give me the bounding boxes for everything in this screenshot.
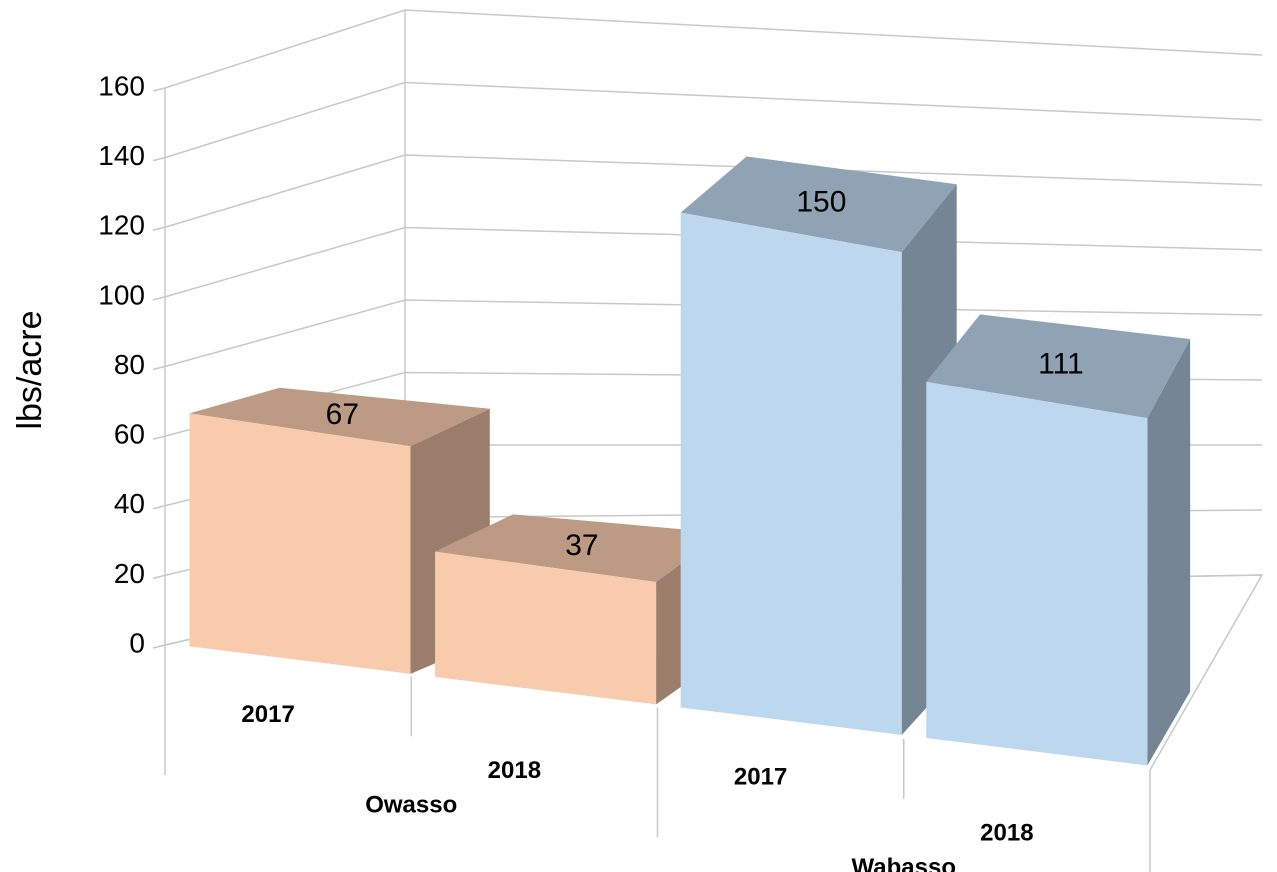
grid-line xyxy=(152,81,1263,162)
bar xyxy=(680,156,957,735)
bar-front xyxy=(189,413,411,674)
bar-top xyxy=(926,314,1191,419)
x-tick-label: 2018 xyxy=(980,820,1033,847)
grid-line xyxy=(152,9,1263,92)
x-tick-label: 2017 xyxy=(241,701,294,728)
bar-front xyxy=(926,381,1148,766)
group-label: Owasso xyxy=(365,792,457,819)
y-axis-label: lbs/acre xyxy=(11,310,49,429)
bar-front xyxy=(680,212,902,735)
bar xyxy=(926,314,1191,766)
x-tick-label: 2017 xyxy=(734,763,787,790)
y-tick-label: 0 xyxy=(129,627,145,658)
x-tick-label: 2018 xyxy=(488,757,541,784)
value-label: 67 xyxy=(326,398,359,431)
bar-front xyxy=(435,551,657,705)
bar-top xyxy=(435,514,724,583)
value-label: 37 xyxy=(565,529,598,562)
bar-top xyxy=(189,387,490,447)
value-label: 150 xyxy=(796,185,846,218)
group-label: Wabasso xyxy=(852,854,956,872)
y-tick-label: 160 xyxy=(98,70,145,101)
bar-top xyxy=(680,156,957,253)
y-tick-label: 140 xyxy=(98,140,145,171)
y-tick-label: 20 xyxy=(114,558,145,589)
y-tick-label: 120 xyxy=(98,210,145,241)
y-tick-label: 40 xyxy=(114,488,145,519)
value-label: 111 xyxy=(1038,347,1084,380)
bar-side xyxy=(1147,339,1191,766)
y-tick-label: 80 xyxy=(114,349,145,380)
y-tick-label: 60 xyxy=(114,419,145,450)
y-tick-label: 100 xyxy=(98,279,145,310)
